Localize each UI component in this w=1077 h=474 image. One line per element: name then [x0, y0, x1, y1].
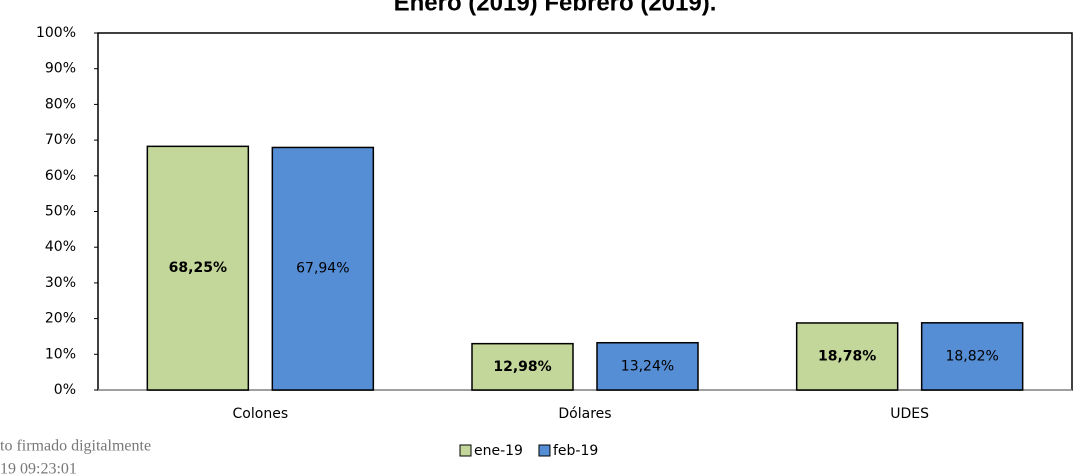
y-tick-label: 0% — [54, 382, 76, 398]
x-tick-label: Dólares — [558, 406, 611, 422]
x-tick-label: UDES — [890, 406, 929, 422]
footer-text: to firmado digitalmente — [0, 438, 151, 455]
y-tick-label: 50% — [45, 204, 76, 220]
x-tick-label: Colones — [233, 406, 289, 422]
bar — [596, 341, 699, 391]
bar — [471, 342, 574, 391]
y-tick-label: 90% — [45, 61, 76, 77]
bar — [271, 146, 375, 391]
chart-title: Enero (2019) Febrero (2019). — [394, 0, 717, 16]
y-tick-label: 40% — [45, 239, 76, 255]
y-tick-label: 30% — [45, 275, 76, 291]
bar — [795, 322, 899, 391]
legend-swatch — [538, 444, 551, 457]
legend-swatch — [459, 444, 472, 457]
data-label: 12,98% — [493, 359, 551, 375]
y-tick-label: 100% — [36, 25, 76, 41]
y-tick-label: 60% — [45, 168, 76, 184]
data-label: 18,78% — [818, 348, 876, 364]
y-tick-label: 70% — [45, 132, 76, 148]
data-label: 68,25% — [169, 260, 227, 276]
bar — [146, 145, 250, 391]
data-label: 13,24% — [621, 358, 674, 374]
legend-label: feb-19 — [553, 443, 598, 459]
data-label: 67,94% — [296, 261, 349, 277]
legend-label: ene-19 — [474, 443, 523, 459]
bar — [920, 322, 1024, 391]
y-tick-label: 80% — [45, 96, 76, 112]
data-label: 18,82% — [945, 348, 998, 364]
footer-text: 19 09:23:01 — [0, 461, 77, 474]
y-tick-label: 10% — [45, 346, 76, 362]
y-tick-label: 20% — [45, 311, 76, 327]
